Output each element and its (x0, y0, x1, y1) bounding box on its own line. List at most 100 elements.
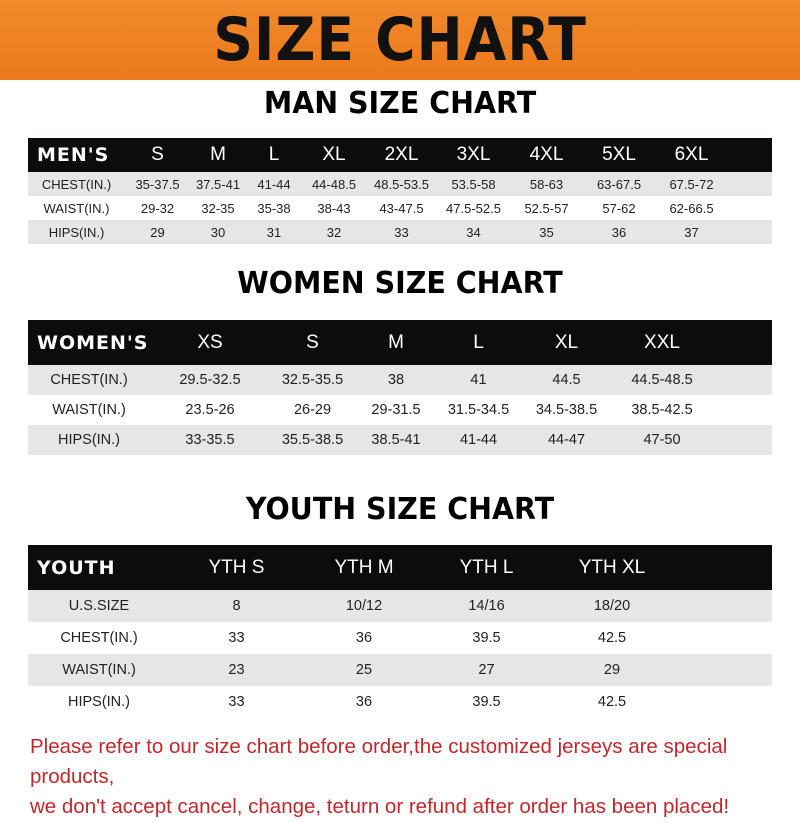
table-cell: 37 (684, 224, 699, 240)
measure-label: WAIST(IN.) (52, 402, 126, 418)
table-cell: 52.5-57 (524, 200, 569, 216)
size-header-cell: XL (322, 144, 346, 165)
women-size-table: WOMEN'S XS S M L XL XXL CHEST(IN.) 29.5-32.5 32.5… (28, 320, 772, 455)
size-header-cell: 2XL (384, 144, 419, 165)
size-header-cell: S (151, 144, 164, 165)
header-row: MEN'S S M L XL 2XL 3XL 4XL 5XL 6XL (28, 138, 772, 172)
table-cell: 8 (232, 598, 241, 614)
table-cell: 33 (394, 224, 409, 240)
table-cell: 27 (478, 662, 495, 678)
table-cell: 47-50 (643, 432, 681, 448)
table-cell: 36 (611, 224, 627, 240)
table-cell: 32 (326, 224, 342, 240)
measure-label: WAIST(IN.) (62, 662, 136, 678)
table-row: CHEST(IN.) 29.5-32.5 32.5-35.5 38 41 44.5 44.5… (28, 365, 772, 395)
notice: Please refer to our size chart before or… (30, 732, 790, 822)
table-cell: 41 (470, 372, 487, 388)
table-row: WAIST(IN.) 23.5-26 26-29 29-31.5 31.5-34.5 34… (28, 395, 772, 425)
table-cell: 35-38 (257, 200, 291, 216)
table-cell: 18/20 (593, 598, 631, 614)
table-row: CHEST(IN.) 33 36 39.5 42.5 (28, 622, 772, 654)
table-cell: 44.5 (552, 372, 581, 388)
table-cell: 33 (228, 694, 245, 710)
size-header-cell: YTH M (334, 556, 394, 578)
table-cell: 38.5-42.5 (631, 402, 693, 418)
table-cell: 29-32 (140, 200, 175, 216)
table-title-cell: MEN'S (37, 144, 110, 166)
table-cell: 29-31.5 (371, 402, 421, 418)
table-cell: 29 (150, 224, 165, 240)
table-cell: 39.5 (472, 694, 501, 710)
size-header-cell: L (473, 331, 484, 353)
size-header-cell: M (210, 144, 226, 165)
men-title: MAN SIZE CHART (263, 86, 537, 121)
measure-label: CHEST(IN.) (60, 630, 138, 646)
table-cell: 62-66.5 (669, 200, 714, 216)
table-cell: 43-47.5 (379, 200, 424, 216)
size-header-cell: 4XL (529, 144, 564, 165)
table-cell: 57-62 (602, 200, 636, 216)
table-cell: 41-44 (257, 176, 291, 192)
table-row: WAIST(IN.) 23 25 27 29 (28, 654, 772, 686)
youth-size-table: YOUTH YTH S YTH M YTH L YTH XL U.S.SIZE 8 10/12… (28, 545, 772, 718)
size-header-cell: L (268, 144, 280, 165)
table-cell: 23 (228, 662, 245, 678)
measure-label: HIPS(IN.) (67, 694, 131, 710)
table-row: WAIST(IN.) 29-32 32-35 35-38 38-43 43-47.5 47.… (28, 196, 772, 220)
table-cell: 33 (228, 630, 245, 646)
table-cell: 44-48.5 (311, 176, 357, 192)
size-header-cell: 3XL (456, 144, 491, 165)
table-cell: 58-63 (529, 176, 564, 192)
table-cell: 10/12 (345, 598, 383, 614)
table-cell: 67.5-72 (669, 176, 714, 192)
table-cell: 34 (466, 224, 481, 240)
size-header-cell: M (388, 331, 404, 353)
size-header-cell: XXL (644, 331, 680, 353)
table-cell: 23.5-26 (185, 402, 235, 418)
size-header-cell: XL (554, 331, 579, 353)
table-row: HIPS(IN.) 33-35.5 35.5-38.5 38.5-41 41-44 44-… (28, 425, 772, 455)
table-row: HIPS(IN.) 33 36 39.5 42.5 (28, 686, 772, 718)
size-header-cell: YTH S (208, 556, 265, 578)
table-title-cell: YOUTH (37, 556, 116, 579)
table-cell: 33-35.5 (185, 432, 235, 448)
size-header-cell: 6XL (674, 144, 709, 165)
table-cell: 42.5 (597, 630, 627, 646)
table-cell: 35.5-38.5 (281, 432, 344, 448)
header-row: WOMEN'S XS S M L XL XXL (28, 320, 772, 365)
table-cell: 34.5-38.5 (535, 402, 598, 418)
size-header-cell: YTH XL (578, 556, 646, 578)
table-cell: 36 (355, 694, 373, 710)
men-size-table: MEN'S S M L XL 2XL 3XL 4XL 5XL 6XL CHEST(IN.) 35-37… (28, 138, 772, 244)
notice-line: we don't accept cancel, change, teturn o… (30, 795, 730, 818)
banner: SIZE CHART (0, 0, 800, 80)
table-cell: 42.5 (597, 694, 627, 710)
women-title: WOMEN SIZE CHART (237, 266, 563, 301)
table-cell: 14/16 (468, 598, 505, 614)
table-cell: 48.5-53.5 (374, 176, 429, 192)
table-cell: 25 (355, 662, 373, 678)
table-cell: 63-67.5 (596, 176, 642, 192)
table-row: CHEST(IN.) 35-37.5 37.5-41 41-44 44-48.5 48.5… (28, 172, 772, 196)
table-cell: 41-44 (459, 432, 498, 448)
notice-line: Please refer to our size chart before or… (30, 735, 728, 788)
measure-label: HIPS(IN.) (48, 224, 105, 240)
measure-label: WAIST(IN.) (43, 200, 110, 216)
table-cell: 39.5 (472, 630, 501, 646)
size-header-cell: YTH L (459, 556, 514, 578)
table-cell: 29.5-32.5 (179, 372, 241, 388)
size-header-cell: 5XL (602, 144, 636, 165)
measure-label: CHEST(IN.) (41, 176, 112, 192)
table-cell: 36 (355, 630, 373, 646)
table-cell: 38-43 (317, 200, 351, 216)
table-row: U.S.SIZE 8 10/12 14/16 18/20 (28, 590, 772, 622)
table-cell: 32-35 (201, 200, 235, 216)
table-cell: 37.5-41 (195, 176, 241, 192)
table-cell: 53.5-58 (451, 176, 496, 192)
table-cell: 38.5-41 (371, 432, 421, 448)
table-cell: 44.5-48.5 (631, 372, 693, 388)
table-title-cell: WOMEN'S (37, 331, 149, 354)
header-row: YOUTH YTH S YTH M YTH L YTH XL (28, 545, 772, 590)
banner-title: SIZE CHART (213, 5, 587, 75)
table-cell: 32.5-35.5 (281, 372, 344, 388)
